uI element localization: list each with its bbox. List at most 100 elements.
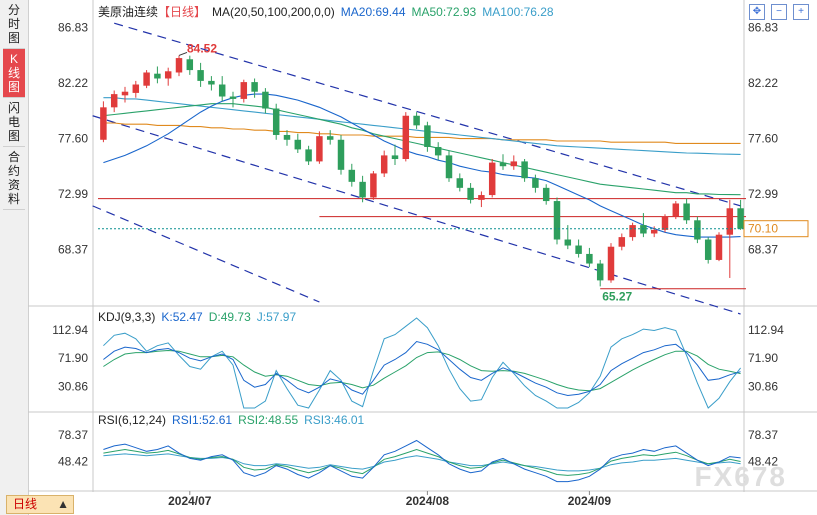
high-pointer	[178, 51, 188, 56]
candle-body-0	[100, 107, 107, 140]
candle-body-42	[553, 201, 561, 240]
candle-body-28	[402, 115, 410, 160]
rsi2-value: RSI2:48.55	[238, 413, 299, 427]
candle-body-19	[305, 149, 312, 162]
candle-body-52	[661, 216, 669, 230]
candle-body-44	[575, 245, 582, 254]
candle-body-49	[629, 225, 636, 238]
candle-body-16	[272, 108, 280, 135]
candle-body-48	[618, 237, 626, 247]
candle-body-35	[478, 195, 485, 200]
kdj-tick-left-1: 71.90	[58, 351, 88, 365]
candle-body-30	[424, 125, 431, 147]
rsi1-value: RSI1:52.61	[172, 413, 233, 427]
candle-body-38	[510, 161, 518, 167]
price-tick-left-3: 72.99	[58, 187, 88, 201]
candle-body-55	[694, 220, 701, 240]
sidebar-tab-0[interactable]: 分时图	[3, 0, 25, 49]
sidebar-tab-3[interactable]: 合约资料	[3, 147, 25, 210]
candle-body-9	[197, 70, 204, 81]
minimize-icon[interactable]: −	[771, 4, 787, 20]
candle-body-22	[337, 139, 345, 170]
candle-body-45	[586, 253, 593, 264]
candle-body-20	[316, 136, 323, 162]
candle-body-27	[391, 155, 399, 160]
period-label: 【日线】	[158, 5, 207, 19]
candle-body-10	[208, 80, 215, 85]
candle-body-6	[164, 71, 172, 79]
candle-body-17	[283, 134, 291, 140]
high-annotation: 84.52	[187, 41, 217, 55]
kdj-d-line	[103, 349, 741, 392]
price-tick-left-0: 86.83	[58, 21, 88, 35]
watermark: FX678	[694, 461, 787, 492]
candle-body-40	[532, 178, 539, 188]
sidebar-tab-2[interactable]: 闪电图	[3, 98, 25, 147]
candle-body-39	[521, 161, 528, 179]
candle-body-8	[186, 59, 194, 71]
candle-body-34	[467, 187, 474, 200]
kdj-k-line	[103, 340, 741, 397]
candle-body-50	[640, 225, 647, 234]
candle-body-37	[499, 162, 507, 167]
candle-body-57	[715, 234, 723, 260]
ma-label: MA(20,50,100,200,0,0)	[212, 5, 335, 19]
price-tick-left-1: 82.22	[58, 76, 88, 90]
candle-body-36	[488, 162, 496, 196]
expand-icon[interactable]: ✥	[749, 4, 765, 20]
price-tick-right-2: 77.60	[748, 132, 778, 146]
candle-body-53	[672, 203, 680, 217]
candle-body-58	[726, 208, 734, 235]
date-label-1: 2024/08	[406, 494, 450, 508]
low-annotation: 65.27	[602, 290, 632, 304]
ma20-line	[103, 93, 741, 238]
kdj-j-line	[103, 317, 741, 409]
rsi1-line	[103, 439, 741, 483]
rsi2-line	[103, 448, 741, 476]
kdj-tick-left-0: 112.94	[52, 323, 88, 337]
channel-lower	[92, 205, 320, 303]
chart-svg: 86.83 86.83 82.22 82.22 77.60 77.60 72.99 72.99…	[28, 0, 817, 508]
candle-body-14	[251, 82, 258, 92]
rsi-tick-left-1: 48.42	[58, 455, 88, 469]
candle-body-3	[132, 84, 140, 93]
candle-body-46	[596, 263, 604, 281]
candle-body-26	[380, 155, 388, 174]
period-selector-button[interactable]: 日线 ▲	[6, 495, 74, 514]
candle-body-31	[434, 146, 442, 156]
candle-body-33	[456, 178, 464, 188]
candle-body-54	[683, 203, 690, 221]
current-price-tag	[743, 220, 809, 238]
candle-body-13	[240, 82, 248, 99]
price-tick-left-2: 77.60	[58, 132, 88, 146]
kdj-tick-left-2: 30.86	[58, 380, 88, 394]
period-selector-label: 日线	[13, 497, 38, 511]
triangle-up-icon: ▲	[57, 497, 69, 511]
candle-body-43	[564, 239, 572, 246]
channel-mid	[92, 115, 741, 315]
candle-body-47	[607, 246, 615, 281]
rsi-tick-left-0: 78.37	[58, 428, 88, 442]
corner-toolbar: ✥ − +	[743, 3, 809, 20]
candle-body-15	[262, 91, 269, 109]
ma50-value: MA50:72.93	[411, 5, 477, 19]
current-price-value: 70.10	[748, 222, 778, 236]
add-icon[interactable]: +	[793, 4, 809, 20]
ma100-value: MA100:76.28	[482, 5, 554, 19]
candle-body-5	[154, 73, 161, 79]
candle-body-11	[218, 84, 226, 97]
candle-body-24	[359, 181, 366, 198]
candle-body-51	[650, 229, 658, 234]
channel-upper	[114, 22, 741, 207]
candle-body-41	[542, 187, 550, 202]
candle-body-32	[445, 155, 453, 179]
kdj-d-value: D:49.73	[208, 310, 251, 324]
ma20-value: MA20:69.44	[340, 5, 406, 19]
rsi3-value: RSI3:46.01	[304, 413, 365, 427]
kdj-j-value: J:57.97	[256, 310, 297, 324]
price-legend: 美原油连续【日线】 MA(20,50,100,200,0,0) MA20:69.44…	[98, 3, 560, 20]
date-label-0: 2024/07	[168, 494, 212, 508]
kdj-legend: KDJ(9,3,3) K:52.47 D:49.73 J:57.97	[98, 310, 302, 324]
